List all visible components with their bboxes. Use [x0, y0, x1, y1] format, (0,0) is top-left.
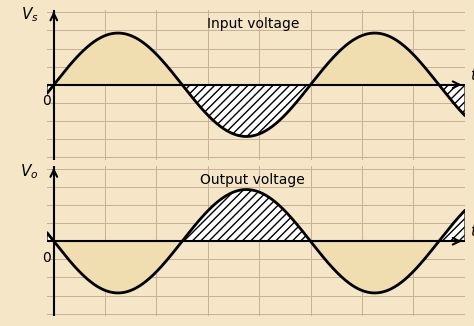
Text: Output voltage: Output voltage: [201, 173, 305, 187]
Text: 0: 0: [42, 94, 51, 108]
Text: $V_s$: $V_s$: [21, 6, 38, 24]
Text: Input voltage: Input voltage: [207, 17, 299, 31]
Text: t: t: [470, 224, 474, 239]
Text: 0: 0: [42, 251, 51, 264]
Text: t: t: [470, 68, 474, 83]
Text: $V_o$: $V_o$: [20, 162, 38, 181]
